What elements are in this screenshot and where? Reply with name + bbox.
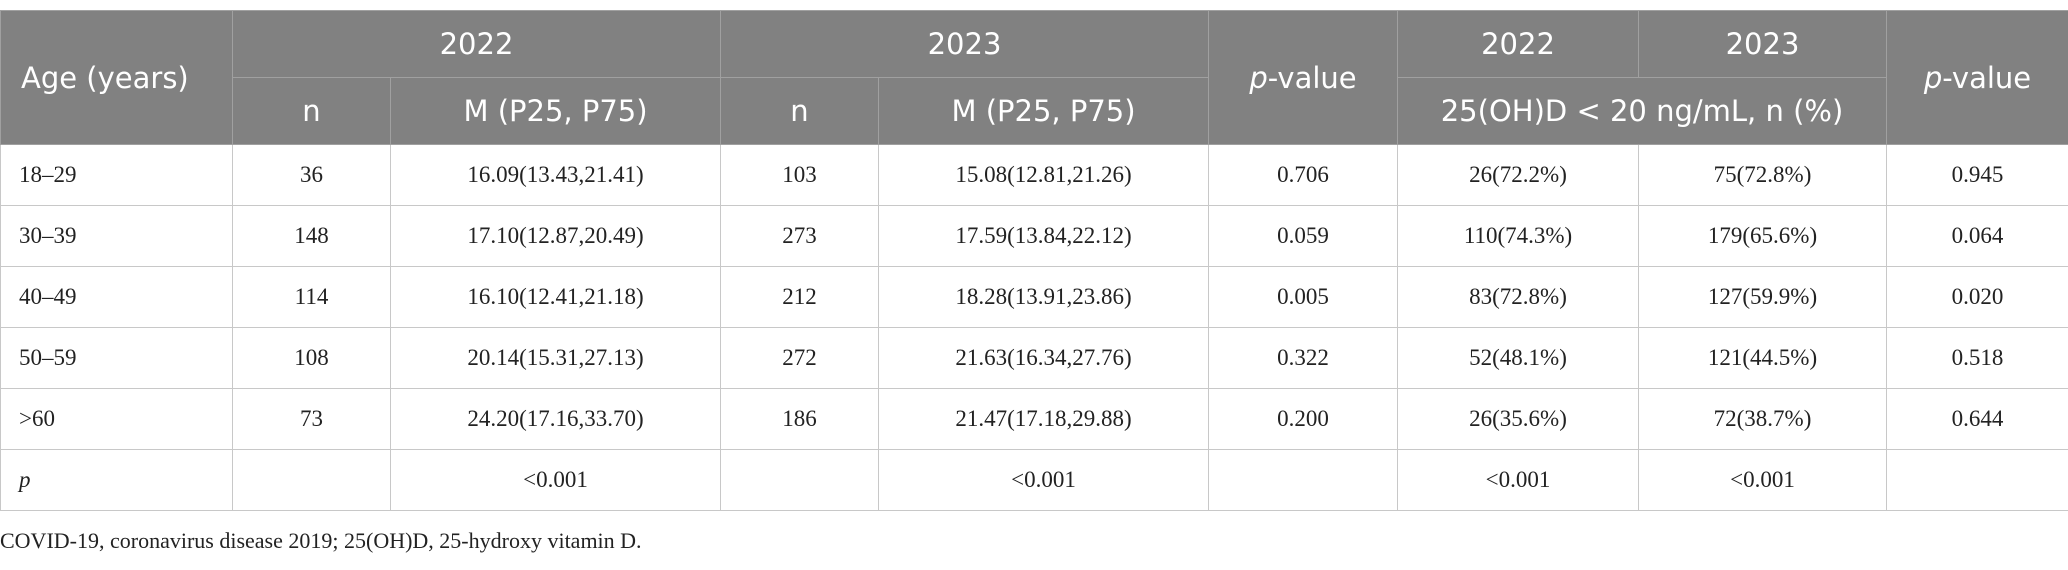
table-cell: 36 xyxy=(232,144,391,206)
header-cell: M (P25, P75) xyxy=(390,77,721,145)
data-table: Age (years) 2022 2023 p-value 2022 2023 … xyxy=(0,10,2068,511)
table-cell: 212 xyxy=(720,266,879,328)
table-cell: 26(72.2%) xyxy=(1397,144,1639,206)
table-cell: 0.706 xyxy=(1208,144,1398,206)
table-cell: 52(48.1%) xyxy=(1397,327,1639,389)
table-cell: 0.059 xyxy=(1208,205,1398,267)
header-cell: 2023 xyxy=(720,10,1209,78)
table-cell: 114 xyxy=(232,266,391,328)
table-cell: 83(72.8%) xyxy=(1397,266,1639,328)
table-cell: 0.005 xyxy=(1208,266,1398,328)
table-cell: 0.020 xyxy=(1886,266,2068,328)
table-cell xyxy=(720,449,879,511)
table-row: 50–59 108 20.14(15.31,27.13) 272 21.63(16.34… xyxy=(0,327,2068,389)
table-cell: 108 xyxy=(232,327,391,389)
table-cell: 20.14(15.31,27.13) xyxy=(390,327,721,389)
table-cell: 30–39 xyxy=(0,205,233,267)
table-cell: 16.09(13.43,21.41) xyxy=(390,144,721,206)
header-cell: n xyxy=(720,77,879,145)
table-row: 40–49 114 16.10(12.41,21.18) 212 18.28(13.91… xyxy=(0,266,2068,328)
header-cell: p-value xyxy=(1886,10,2068,145)
table-cell: >60 xyxy=(0,388,233,450)
table-cell: <0.001 xyxy=(1638,449,1887,511)
table-cell: 127(59.9%) xyxy=(1638,266,1887,328)
table-row: p <0.001 <0.001 <0.001 <0.001 xyxy=(0,449,2068,511)
table-cell: 148 xyxy=(232,205,391,267)
table-cell: 75(72.8%) xyxy=(1638,144,1887,206)
table-row: >60 73 24.20(17.16,33.70) 186 21.47(17.18,29… xyxy=(0,388,2068,450)
table-cell: 18.28(13.91,23.86) xyxy=(878,266,1209,328)
table-cell: 110(74.3%) xyxy=(1397,205,1639,267)
table-body: 18–29 36 16.09(13.43,21.41) 103 15.08(12.81,… xyxy=(0,144,2068,511)
table-cell: 0.644 xyxy=(1886,388,2068,450)
table-cell: 179(65.6%) xyxy=(1638,205,1887,267)
table-cell: 26(35.6%) xyxy=(1397,388,1639,450)
table-cell: 0.518 xyxy=(1886,327,2068,389)
header-cell: n xyxy=(232,77,391,145)
table-cell: 17.10(12.87,20.49) xyxy=(390,205,721,267)
table-cell: 21.47(17.18,29.88) xyxy=(878,388,1209,450)
table-cell: 24.20(17.16,33.70) xyxy=(390,388,721,450)
header-text: p-value xyxy=(1923,60,2032,95)
table-cell: 15.08(12.81,21.26) xyxy=(878,144,1209,206)
table-row: 30–39 148 17.10(12.87,20.49) 273 17.59(13.84… xyxy=(0,205,2068,267)
table-cell: 0.945 xyxy=(1886,144,2068,206)
table-row: 18–29 36 16.09(13.43,21.41) 103 15.08(12.81,… xyxy=(0,144,2068,206)
header-cell: Age (years) xyxy=(0,10,233,145)
table-cell: 17.59(13.84,22.12) xyxy=(878,205,1209,267)
table-cell: 16.10(12.41,21.18) xyxy=(390,266,721,328)
table-cell: 103 xyxy=(720,144,879,206)
table-cell xyxy=(1208,449,1398,511)
header-cell: M (P25, P75) xyxy=(878,77,1209,145)
footnote: COVID-19, coronavirus disease 2019; 25(O… xyxy=(0,528,642,553)
table-cell: 186 xyxy=(720,388,879,450)
table-cell: 0.322 xyxy=(1208,327,1398,389)
table-cell: 272 xyxy=(720,327,879,389)
table-cell: 273 xyxy=(720,205,879,267)
table-header: Age (years) 2022 2023 p-value 2022 2023 … xyxy=(0,10,2068,145)
header-text: p-value xyxy=(1249,60,1357,95)
table-cell: 0.064 xyxy=(1886,205,2068,267)
table-cell: 50–59 xyxy=(0,327,233,389)
header-cell: p-value xyxy=(1208,10,1398,145)
table-cell: p xyxy=(0,449,233,511)
table-cell: <0.001 xyxy=(1397,449,1639,511)
table-cell: <0.001 xyxy=(390,449,721,511)
table-cell: 121(44.5%) xyxy=(1638,327,1887,389)
header-cell: 2022 xyxy=(232,10,721,78)
table-cell: 40–49 xyxy=(0,266,233,328)
table-cell: 21.63(16.34,27.76) xyxy=(878,327,1209,389)
table-cell: 72(38.7%) xyxy=(1638,388,1887,450)
table-cell: 0.200 xyxy=(1208,388,1398,450)
table-cell: 18–29 xyxy=(0,144,233,206)
table-cell: 73 xyxy=(232,388,391,450)
table-cell xyxy=(232,449,391,511)
header-cell: 2023 xyxy=(1638,10,1887,78)
header-cell: 2022 xyxy=(1397,10,1639,78)
header-cell: 25(OH)D < 20 ng/mL, n (%) xyxy=(1397,77,1887,145)
table-cell: <0.001 xyxy=(878,449,1209,511)
table-cell xyxy=(1886,449,2068,511)
